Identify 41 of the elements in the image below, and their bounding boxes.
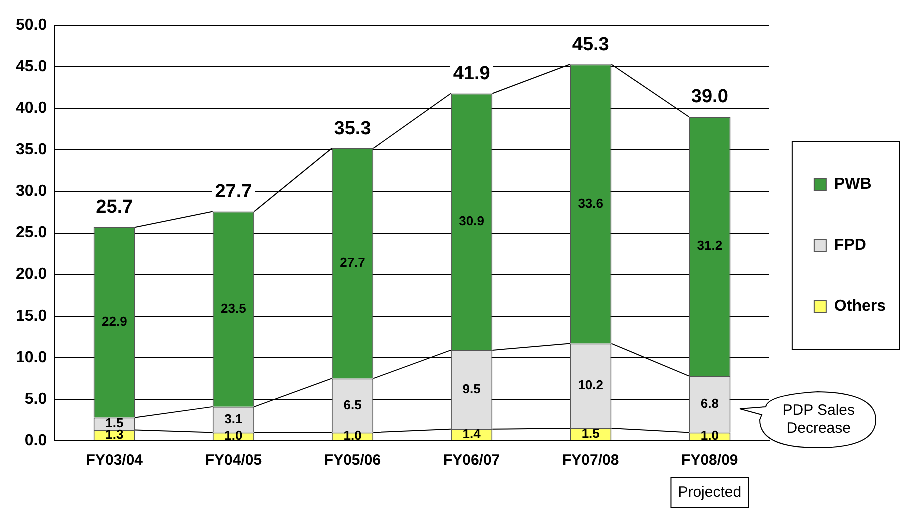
total-label: 25.7 <box>96 197 134 218</box>
total-label: 39.0 <box>691 86 728 108</box>
legend-label: PWB <box>834 176 872 193</box>
data-label: 22.9 <box>102 314 128 330</box>
legend-label: Others <box>834 298 886 315</box>
data-label: 30.9 <box>459 214 484 229</box>
y-tick-label: 0.0 <box>24 432 48 450</box>
text: Projected <box>678 484 742 502</box>
x-tick-label: FY07/08 <box>562 452 620 470</box>
data-label: 6.5 <box>344 397 362 412</box>
total-label: 35.3 <box>334 118 372 140</box>
total-label: 41.9 <box>453 63 490 84</box>
y-tick-label: 5.0 <box>24 390 48 408</box>
data-label: 31.2 <box>697 238 723 254</box>
data-label: 1.4 <box>462 426 482 442</box>
y-tick-label: 45.0 <box>16 58 48 76</box>
y-tick-label: 40.0 <box>16 100 48 118</box>
data-label: 27.7 <box>340 255 366 270</box>
data-label: 3.1 <box>224 411 243 426</box>
x-tick-label: FY08/09 <box>682 452 738 470</box>
y-tick-label: 20.0 <box>16 266 48 284</box>
x-tick-label: FY06/07 <box>443 452 500 470</box>
y-tick-label: 15.0 <box>16 308 48 325</box>
data-label: 33.6 <box>578 196 604 211</box>
speech-bubble: PDP Sales Decrease <box>738 389 878 451</box>
x-tick-label: FY03/04 <box>86 452 144 470</box>
x-tick-label: FY05/06 <box>324 452 382 470</box>
y-tick-label: 10.0 <box>16 349 48 366</box>
y-tick-label: 50.0 <box>16 17 48 34</box>
y-tick-label: 30.0 <box>16 183 48 200</box>
data-label: 10.2 <box>578 378 604 393</box>
total-label: 45.3 <box>572 34 610 56</box>
y-tick-label: 35.0 <box>16 142 48 159</box>
data-label: 1.5 <box>582 426 600 442</box>
y-tick-label: 25.0 <box>16 224 48 242</box>
legend-label: FPD <box>834 236 866 254</box>
data-label: 6.8 <box>700 396 719 412</box>
data-label: 23.5 <box>221 300 246 316</box>
total-label: 27.7 <box>215 181 252 202</box>
x-tick-label: FY04/05 <box>205 452 262 470</box>
data-label: 9.5 <box>462 381 481 396</box>
